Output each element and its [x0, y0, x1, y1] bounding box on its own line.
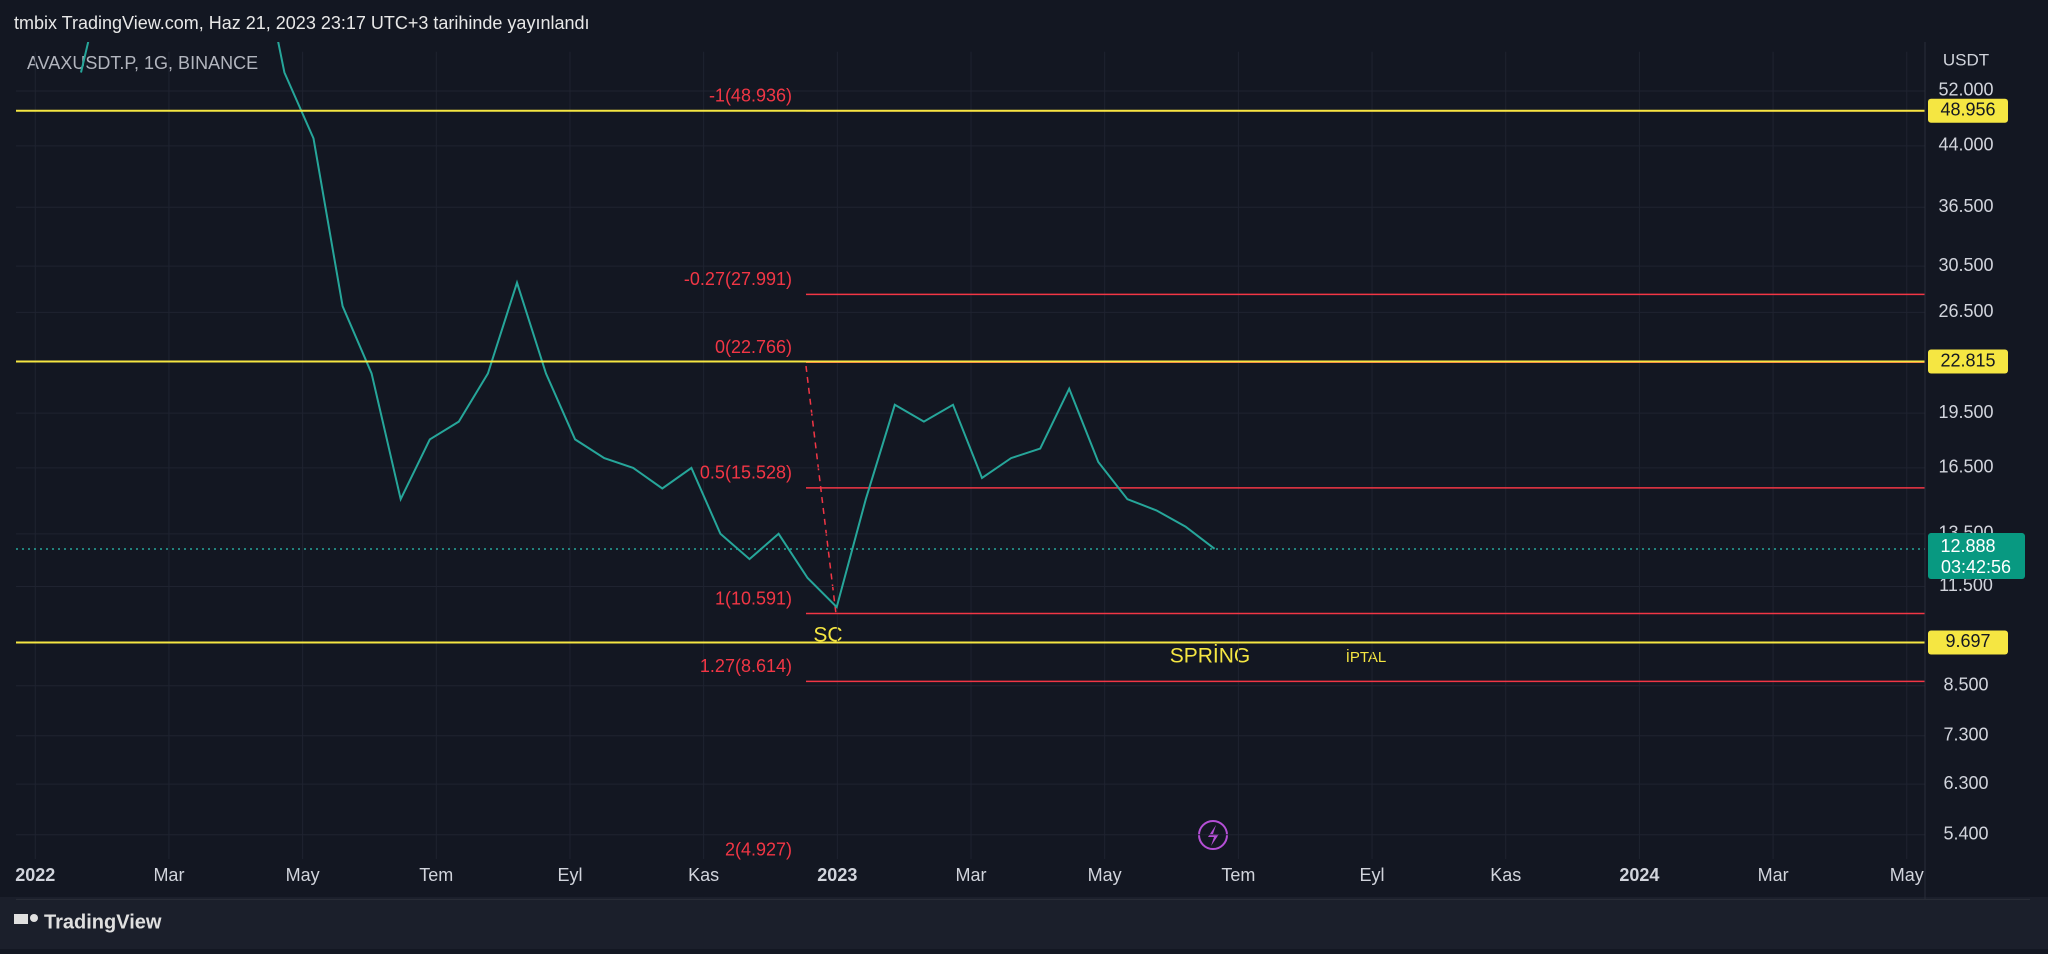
fib-label: -1(48.936)	[709, 86, 792, 106]
y-tick-label: 26.500	[1938, 301, 1993, 321]
symbol: AVAXUSDT.P, 1G, BINANCE	[27, 53, 258, 73]
fib-label: 1.27(8.614)	[700, 656, 792, 676]
x-tick-label: Mar	[1758, 865, 1789, 885]
y-tick-label: 36.500	[1938, 196, 1993, 216]
x-tick-label: May	[1088, 865, 1122, 885]
x-tick-label: 2023	[817, 865, 857, 885]
y-tick-label: 52.000	[1938, 80, 1993, 100]
level-label: 48.956	[1940, 100, 1995, 120]
annotation: SPRİNG	[1170, 645, 1251, 668]
x-tick-label: Kas	[688, 865, 719, 885]
y-tick-label: 6.300	[1943, 773, 1988, 793]
annotation: SC	[813, 624, 842, 647]
level-badge	[1928, 630, 2008, 655]
logo	[14, 914, 38, 924]
x-tick-label: May	[286, 865, 320, 885]
y-axis-label: USDT	[1943, 50, 1989, 69]
footer-bar	[0, 897, 2048, 949]
y-tick-label: 30.500	[1938, 255, 1993, 275]
x-tick-label: 2022	[15, 865, 55, 885]
y-tick-label: 16.500	[1938, 457, 1993, 477]
level-label: 22.815	[1940, 350, 1995, 370]
last-price-badge	[1928, 533, 2025, 580]
fib-label: 0.5(15.528)	[700, 463, 792, 483]
fib-label: 2(4.927)	[725, 840, 792, 860]
header-text: tmbix TradingView.com, Haz 21, 2023 23:1…	[14, 13, 590, 33]
x-tick-label: Kas	[1490, 865, 1521, 885]
countdown: 03:42:56	[1941, 557, 2011, 577]
x-tick-label: Eyl	[1360, 865, 1385, 885]
x-tick-label: Tem	[1221, 865, 1255, 885]
y-tick-label: 7.300	[1943, 724, 1988, 744]
x-tick-label: Tem	[419, 865, 453, 885]
fib-label: 1(10.591)	[715, 588, 792, 608]
x-tick-label: Mar	[956, 865, 987, 885]
x-tick-label: May	[1890, 865, 1924, 885]
y-tick-label: 5.400	[1943, 823, 1988, 843]
fib-trend	[805, 365, 837, 615]
fib-label: -0.27(27.991)	[684, 269, 792, 289]
annotation: İPTAL	[1346, 648, 1387, 666]
level-badge	[1928, 98, 2008, 123]
y-tick-label: 44.000	[1938, 135, 1993, 155]
y-tick-label: 19.500	[1938, 402, 1993, 422]
last-price-label: 12.888	[1940, 536, 1995, 556]
footer-text: TradingView	[44, 911, 162, 933]
x-tick-label: Mar	[153, 865, 184, 885]
x-tick-label: Eyl	[557, 865, 582, 885]
x-tick-label: 2024	[1619, 865, 1659, 885]
level-label: 9.697	[1945, 631, 1990, 651]
fib-label: 0(22.766)	[715, 337, 792, 357]
y-tick-label: 8.500	[1943, 674, 1988, 694]
level-badge	[1928, 349, 2008, 374]
price-line	[80, 42, 1216, 610]
y-tick-label: 11.500	[1939, 575, 1993, 595]
